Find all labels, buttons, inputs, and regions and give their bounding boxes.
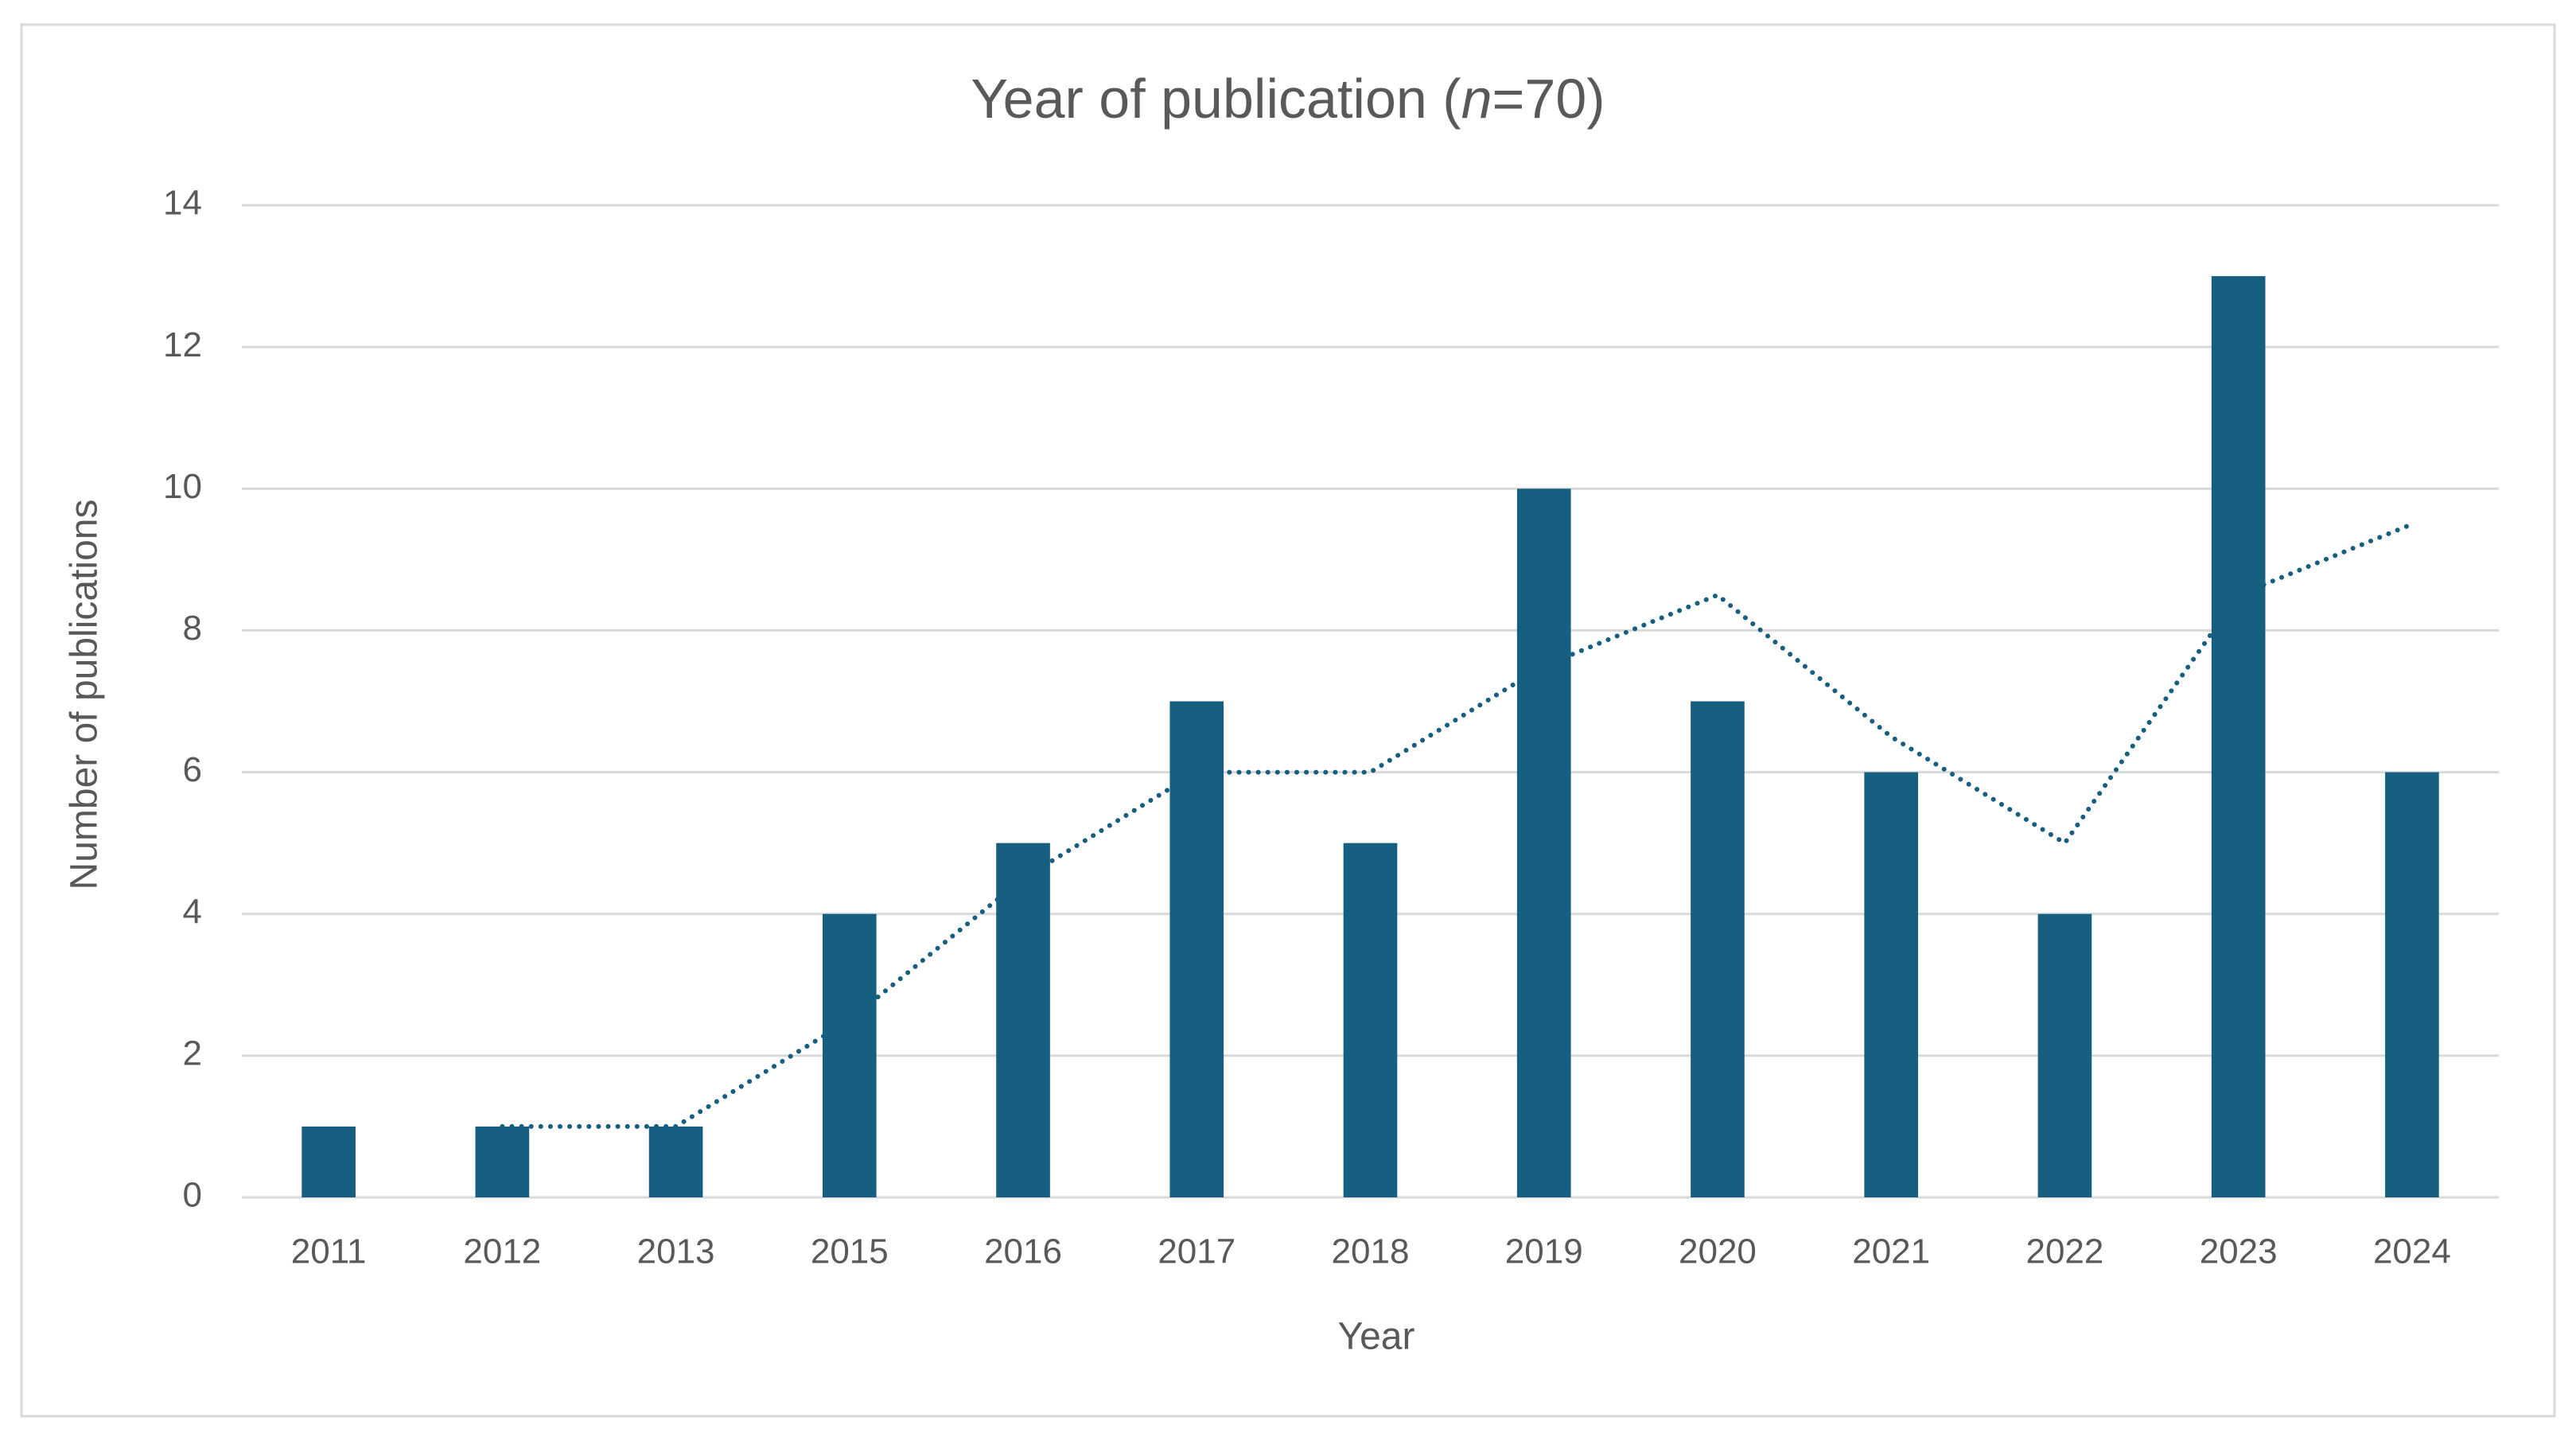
bar — [1169, 701, 1224, 1197]
x-tick-label: 2022 — [2025, 1232, 2103, 1271]
bar — [1516, 489, 1571, 1197]
y-tick-label: 14 — [163, 184, 202, 223]
bar — [475, 1126, 530, 1197]
bar — [302, 1126, 356, 1197]
bar — [2385, 772, 2439, 1197]
bar — [648, 1126, 703, 1197]
x-tick-label: 2013 — [637, 1232, 715, 1271]
title-part: n — [1461, 68, 1492, 130]
y-tick-label: 2 — [183, 1033, 202, 1072]
x-tick-label: 2018 — [1332, 1232, 1410, 1271]
x-tick-label: 2019 — [1505, 1232, 1583, 1271]
x-axis-title: Year — [1338, 1316, 1415, 1358]
x-tick-label: 2015 — [811, 1232, 889, 1271]
x-tick-label: 2011 — [291, 1232, 367, 1271]
x-tick-label: 2016 — [984, 1232, 1062, 1271]
x-tick-label: 2020 — [1679, 1232, 1757, 1271]
y-tick-label: 4 — [183, 892, 202, 931]
title-part: Year of publication ( — [971, 68, 1461, 130]
bar — [2037, 913, 2092, 1197]
y-tick-label: 8 — [183, 609, 202, 648]
y-tick-label: 12 — [163, 325, 202, 364]
bar — [996, 843, 1050, 1197]
y-axis-title: Number of publications — [64, 500, 106, 890]
y-tick-label: 10 — [163, 467, 202, 506]
x-tick-label: 2012 — [463, 1232, 541, 1271]
bar — [1343, 843, 1398, 1197]
bar — [1691, 701, 1745, 1197]
bar — [1864, 772, 1919, 1197]
chart-frame — [20, 23, 2556, 1418]
bar — [822, 913, 877, 1197]
chart-title: Year of publication (n=70) — [971, 68, 1605, 130]
bar — [2211, 276, 2266, 1198]
x-tick-label: 2017 — [1158, 1232, 1235, 1271]
trendline — [500, 521, 2415, 1129]
x-tick-label: 2024 — [2373, 1232, 2451, 1271]
x-tick-label: 2021 — [1852, 1232, 1930, 1271]
y-tick-label: 0 — [183, 1176, 202, 1215]
x-tick-label: 2023 — [2200, 1232, 2278, 1271]
title-part: =70) — [1492, 68, 1605, 130]
y-tick-label: 6 — [183, 750, 202, 789]
